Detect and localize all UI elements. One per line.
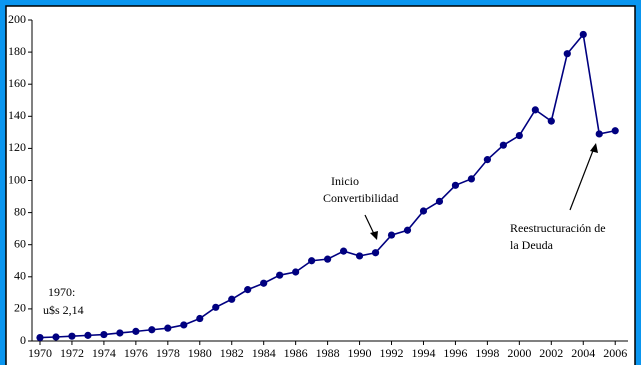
- annotation: Convertibilidad: [323, 191, 398, 205]
- data-point: [579, 30, 587, 39]
- x-tick-label: 1994: [411, 346, 435, 360]
- data-point: [196, 314, 204, 323]
- data-point: [451, 181, 460, 189]
- data-point: [483, 156, 491, 164]
- data-point: [148, 326, 156, 334]
- y-tick-label: 60: [14, 236, 26, 250]
- data-point: [355, 252, 364, 260]
- x-tick-label: 1998: [475, 346, 499, 360]
- y-tick-label: 40: [14, 269, 26, 283]
- annotation: Inicio: [331, 174, 359, 188]
- data-point: [68, 332, 76, 340]
- x-tick-label: 1972: [60, 346, 84, 360]
- x-tick-label: 1978: [156, 346, 180, 360]
- x-tick-label: 1980: [188, 346, 212, 360]
- annotation: u$s 2,14: [43, 303, 84, 317]
- data-point: [292, 268, 300, 276]
- x-tick-label: 1992: [380, 346, 404, 360]
- data-point: [403, 226, 412, 234]
- data-point: [467, 175, 476, 183]
- y-tick-label: 0: [20, 333, 26, 347]
- x-tick-label: 1982: [220, 346, 244, 360]
- data-point: [116, 329, 124, 337]
- data-point: [228, 295, 236, 303]
- data-point: [547, 117, 555, 125]
- data-point: [212, 303, 220, 311]
- data-point: [276, 271, 284, 279]
- data-point: [180, 321, 188, 329]
- annotation: la Deuda: [510, 238, 554, 252]
- y-tick-label: 80: [14, 204, 26, 218]
- data-point: [515, 131, 523, 140]
- data-point: [595, 130, 603, 138]
- data-point: [132, 327, 140, 335]
- x-tick-label: 1996: [443, 346, 467, 360]
- y-tick-label: 20: [14, 301, 26, 315]
- data-point: [244, 286, 252, 294]
- x-tick-label: 2002: [539, 346, 563, 360]
- x-tick-label: 1984: [252, 346, 276, 360]
- x-tick-label: 1988: [316, 346, 340, 360]
- x-tick-label: 2006: [603, 346, 627, 360]
- x-tick-label: 1970: [28, 346, 52, 360]
- data-point: [339, 247, 348, 255]
- data-point: [324, 255, 332, 263]
- y-tick-label: 160: [8, 76, 26, 90]
- y-tick-label: 180: [8, 44, 26, 58]
- data-point: [36, 333, 44, 342]
- x-tick-label: 1974: [92, 346, 116, 360]
- data-point: [419, 207, 428, 215]
- x-tick-label: 1986: [284, 346, 308, 360]
- arrow-head: [370, 231, 378, 240]
- arrow-head: [590, 143, 598, 153]
- data-point: [499, 141, 507, 149]
- arrow: [569, 147, 595, 211]
- data-point: [387, 231, 396, 239]
- data-point: [164, 324, 172, 332]
- data-point: [260, 279, 268, 287]
- data-point: [435, 197, 444, 205]
- data-point: [308, 257, 316, 265]
- data-point: [563, 50, 571, 58]
- data-point: [531, 106, 539, 114]
- y-tick-label: 120: [8, 140, 26, 154]
- annotation: Reestructuración de: [510, 221, 606, 235]
- data-point: [100, 330, 108, 339]
- x-tick-label: 2000: [507, 346, 531, 360]
- y-tick-label: 140: [8, 108, 26, 122]
- data-point: [52, 333, 60, 341]
- x-tick-label: 1990: [348, 346, 372, 360]
- data-point: [84, 331, 92, 339]
- annotation: 1970:: [48, 285, 75, 299]
- data-point: [611, 127, 619, 135]
- x-tick-label: 1976: [124, 346, 148, 360]
- data-point: [371, 249, 380, 257]
- y-tick-label: 200: [8, 12, 26, 26]
- y-tick-label: 100: [8, 172, 26, 186]
- x-tick-label: 2004: [571, 346, 595, 360]
- chart-frame: [5, 5, 636, 365]
